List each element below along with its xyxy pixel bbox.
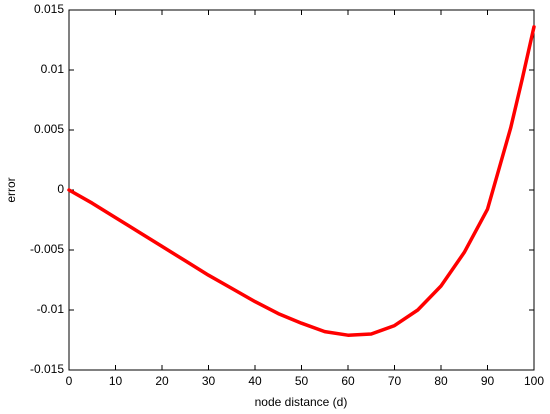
- x-tick-label: 60: [341, 374, 355, 388]
- x-tick-label: 30: [202, 374, 216, 388]
- x-tick-label: 20: [155, 374, 169, 388]
- y-tick-label: -0.01: [37, 302, 65, 316]
- x-tick-label: 100: [524, 374, 544, 388]
- x-tick-label: 80: [434, 374, 448, 388]
- x-tick-label: 50: [295, 374, 309, 388]
- x-axis-label: node distance (d): [255, 395, 348, 409]
- y-tick-label: 0.005: [34, 122, 64, 136]
- data-line: [67, 25, 536, 337]
- x-tick-label: 90: [481, 374, 495, 388]
- x-tick-label: 40: [248, 374, 262, 388]
- y-tick-label: 0: [57, 182, 64, 196]
- x-tick-label: 70: [388, 374, 402, 388]
- x-tick-label: 0: [66, 374, 73, 388]
- x-tick-label: 10: [109, 374, 123, 388]
- axes-box: [68, 9, 535, 371]
- y-tick-label: -0.015: [30, 362, 64, 376]
- y-tick-label: -0.005: [30, 242, 64, 256]
- y-tick-label: 0.01: [41, 62, 65, 76]
- y-tick-label: 0.015: [34, 2, 64, 16]
- y-axis-label: error: [4, 177, 18, 202]
